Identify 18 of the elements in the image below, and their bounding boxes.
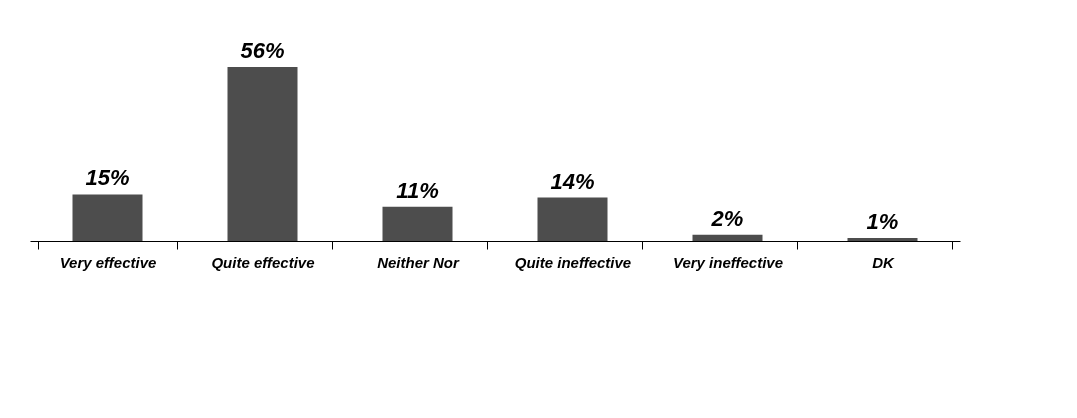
data-label: 11% [396, 177, 439, 203]
data-label: 2% [710, 205, 744, 231]
x-tick-label: DK [872, 253, 895, 271]
data-label: 1% [866, 208, 899, 234]
x-tick-label: Quite ineffective [514, 253, 632, 271]
x-tick-label: Neither Nor [377, 253, 460, 271]
x-tick-label: Very effective [59, 253, 157, 271]
bar [692, 234, 763, 241]
bar [847, 237, 918, 241]
bar [382, 206, 453, 241]
data-label: 14% [550, 168, 595, 194]
bar [227, 67, 298, 241]
bar [72, 194, 143, 241]
bar [537, 197, 608, 241]
data-label: 15% [85, 165, 130, 191]
x-tick-label: Very ineffective [672, 253, 784, 271]
data-label: 56% [240, 38, 285, 63]
x-tick-label: Quite effective [211, 253, 315, 271]
